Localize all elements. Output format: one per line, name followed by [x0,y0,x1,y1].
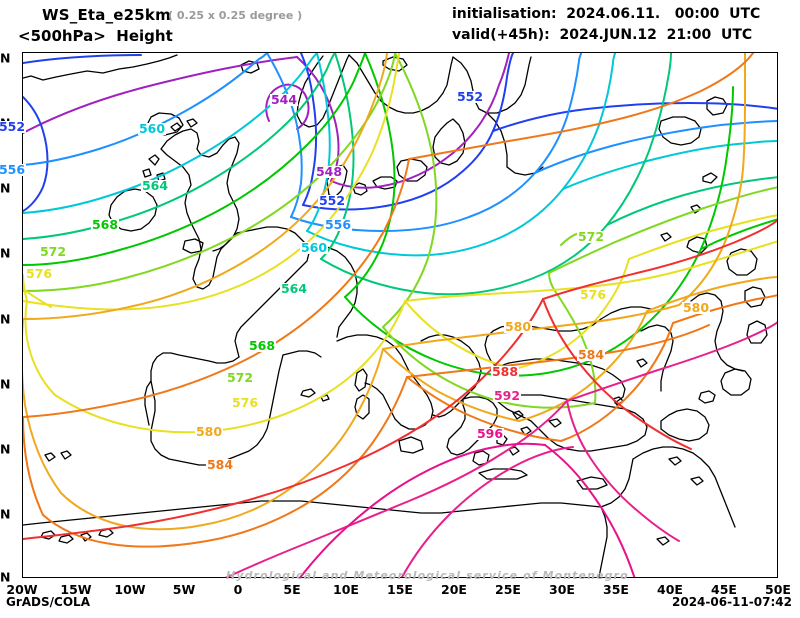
resolution-label: ( 0.25 x 0.25 degree ) [168,9,303,22]
x-axis-tick-label: 30E [549,582,575,597]
x-axis-tick-label: 25E [495,582,521,597]
x-axis-tick-label: 5W [172,582,196,597]
y-axis-tick-label: N [0,50,11,66]
x-axis-tick-label: 0 [233,582,243,597]
contour-value-label: 564 [140,178,170,193]
y-axis-tick-label: N [0,376,11,392]
producer-label: GrADS/COLA [6,595,90,609]
contour-value-label: 568 [247,338,277,353]
contour-value-label: 588 [490,364,520,379]
x-axis-tick-label: 10W [114,582,146,597]
contour-value-label: 556 [323,217,353,232]
watermark-text: Hydrological and Meteorological service … [226,569,629,582]
contour-value-label: 552 [317,193,347,208]
x-axis-tick-label: 50E [765,582,791,597]
x-axis-tick-label: 10E [333,582,359,597]
x-axis-tick-label: 15W [60,582,92,597]
render-timestamp: 2024-06-11-07:42 [672,595,792,609]
contour-value-label: 592 [492,388,522,403]
contour-value-label: 552 [0,120,27,133]
y-axis-tick-label: N [0,245,11,261]
x-axis-tick-label: 20W [6,582,38,597]
x-axis-tick-label: 40E [657,582,683,597]
y-axis-tick-label: N [0,506,11,522]
y-axis-tick-label: N [0,441,11,457]
contour-value-label: 548 [314,164,344,179]
contour-value-label: 584 [576,347,606,362]
x-axis-tick-label: 5E [283,582,301,597]
contour-value-label: 580 [503,319,533,334]
contour-value-label: 568 [90,217,120,232]
model-name-title: WS_Eta_e25km [42,6,171,24]
contour-value-label: 576 [578,287,608,302]
x-axis-tick-label: 35E [603,582,629,597]
initialisation-label: initialisation: 2024.06.11. 00:00 UTC [452,6,761,22]
contour-value-label: 584 [205,457,235,472]
contour-value-label: 572 [225,370,255,385]
contour-value-label: 596 [475,426,505,441]
contour-map-plot [22,52,778,578]
y-axis-tick-label: N [0,569,11,585]
x-axis-tick-label: 20E [441,582,467,597]
contour-value-label: 552 [455,89,485,104]
contour-value-label: 576 [230,395,260,410]
contour-value-label: 576 [24,266,54,281]
valid-time-label: valid(+45h): 2024.JUN.12 21:00 UTC [452,27,753,43]
field-label: <500hPa> Height [18,27,173,45]
contour-value-label: 572 [38,244,68,259]
contour-value-label: 564 [279,281,309,296]
y-axis-tick-label: N [0,311,11,327]
contour-value-label: 580 [681,300,711,315]
x-axis-tick-label: 15E [387,582,413,597]
x-axis-tick-label: 45E [711,582,737,597]
contour-value-label: 572 [576,229,606,244]
contour-value-label: 560 [137,121,167,136]
contour-value-label: 560 [299,240,329,255]
contour-value-label: 544 [269,92,299,107]
y-axis-tick-label: N [0,180,11,196]
contour-value-label: 556 [0,163,27,176]
contour-value-label: 580 [194,424,224,439]
